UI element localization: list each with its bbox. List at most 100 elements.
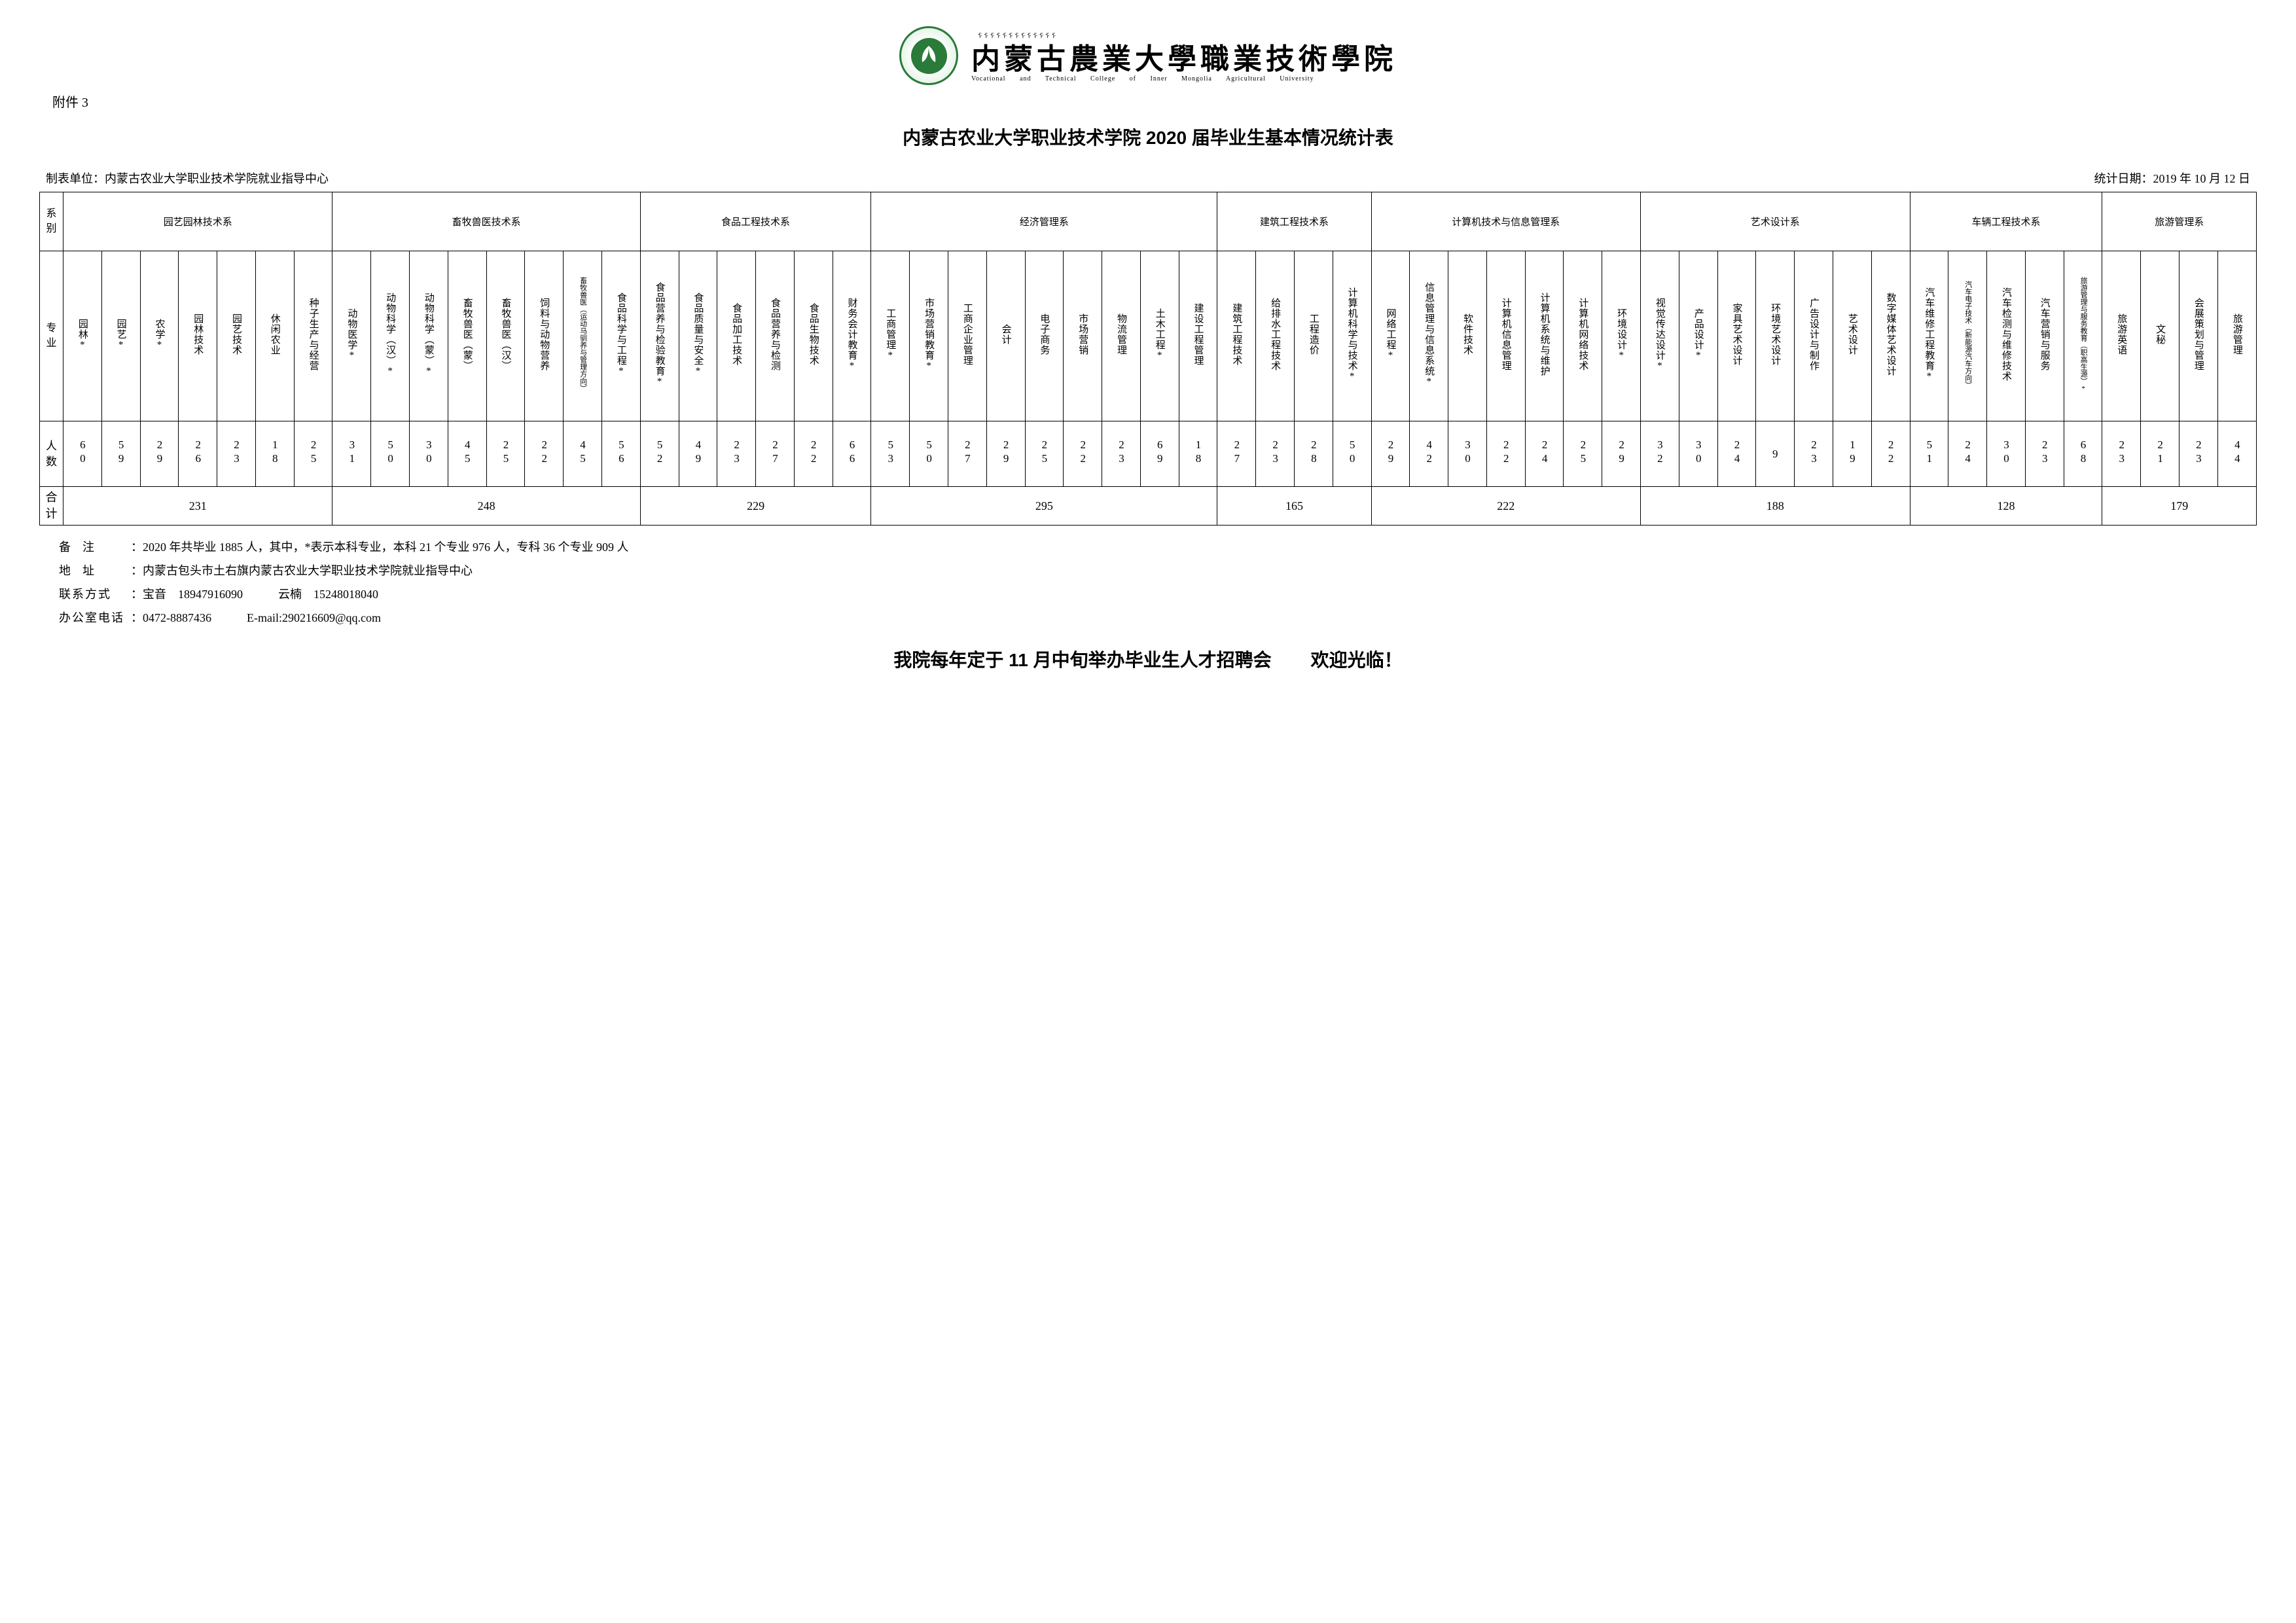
count-cell: 59 <box>101 421 140 487</box>
count-cell: 29 <box>140 421 179 487</box>
count-cell: 68 <box>2064 421 2102 487</box>
major-cell: 产品设计* <box>1679 251 1717 421</box>
count-cell: 27 <box>948 421 986 487</box>
count-cell: 23 <box>2025 421 2064 487</box>
dept-header: 经济管理系 <box>871 192 1217 251</box>
compiled-by: 制表单位：内蒙古农业大学职业技术学院就业指导中心 <box>46 169 329 187</box>
dept-total: 248 <box>332 487 640 526</box>
major-cell: 动物科学（汉）* <box>371 251 410 421</box>
count-cell: 23 <box>217 421 256 487</box>
major-cell: 建筑工程技术 <box>1217 251 1256 421</box>
footnotes: 备注：2020 年共毕业 1885 人，其中，*表示本科专业，本科 21 个专业… <box>59 535 2237 630</box>
major-cell: 家具艺术设计 <box>1717 251 1756 421</box>
count-cell: 27 <box>1217 421 1256 487</box>
meta-row: 制表单位：内蒙古农业大学职业技术学院就业指导中心 统计日期：2019 年 10 … <box>46 169 2250 187</box>
major-cell: 汽车维修工程教育* <box>1910 251 1948 421</box>
major-cell: 市场营销教育* <box>910 251 948 421</box>
count-cell: 22 <box>1486 421 1525 487</box>
count-cell: 23 <box>1256 421 1295 487</box>
college-logo <box>899 26 958 85</box>
major-cell: 旅游英语 <box>2102 251 2141 421</box>
major-cell: 汽车营销与服务 <box>2025 251 2064 421</box>
major-cell: 旅游管理与服务教育（职高生源）* <box>2064 251 2102 421</box>
dept-header: 建筑工程技术系 <box>1217 192 1371 251</box>
count-cell: 24 <box>1717 421 1756 487</box>
count-cell: 23 <box>1795 421 1833 487</box>
document-title: 内蒙古农业大学职业技术学院 2020 届毕业生基本情况统计表 <box>39 124 2257 150</box>
major-cell: 艺术设计 <box>1833 251 1871 421</box>
major-cell: 计算机信息管理 <box>1486 251 1525 421</box>
count-cell: 51 <box>1910 421 1948 487</box>
major-cell: 土木工程* <box>1140 251 1179 421</box>
major-cell: 旅游管理 <box>2217 251 2256 421</box>
row-label-dept: 系别 <box>40 192 63 251</box>
count-cell: 52 <box>640 421 679 487</box>
major-cell: 电子商务 <box>1025 251 1064 421</box>
count-cell: 26 <box>179 421 217 487</box>
dept-total: 231 <box>63 487 332 526</box>
attachment-label: 附件 3 <box>52 92 2257 111</box>
major-cell: 工程造价 <box>1295 251 1333 421</box>
count-cell: 66 <box>833 421 871 487</box>
count-cell: 28 <box>1295 421 1333 487</box>
dept-header: 园艺园林技术系 <box>63 192 332 251</box>
major-cell: 园艺技术 <box>217 251 256 421</box>
count-cell: 22 <box>794 421 833 487</box>
college-name-block: ᠮ ᠮ ᠮ ᠮ ᠮ ᠮ ᠮ ᠮ ᠮ ᠮ ᠮ ᠮ ᠮ 内蒙古農業大學職業技術學院 … <box>971 29 1397 82</box>
count-cell: 24 <box>1948 421 1987 487</box>
count-cell: 53 <box>871 421 910 487</box>
logo-leaf-icon <box>911 38 947 74</box>
major-cell: 计算机系统与维护 <box>1525 251 1564 421</box>
dept-header: 计算机技术与信息管理系 <box>1371 192 1640 251</box>
dept-header: 畜牧兽医技术系 <box>332 192 640 251</box>
college-name-cn: 内蒙古農業大學職業技術學院 <box>971 44 1397 75</box>
dept-total: 128 <box>1910 487 2102 526</box>
row-label-total: 合计 <box>40 487 63 526</box>
major-cell: 给排水工程技术 <box>1256 251 1295 421</box>
major-cell: 休闲农业 <box>255 251 294 421</box>
major-cell: 动物科学（蒙）* <box>410 251 448 421</box>
major-cell: 建设工程管理 <box>1179 251 1217 421</box>
major-cell: 饲料与动物营养 <box>525 251 564 421</box>
major-cell: 市场营销 <box>1064 251 1102 421</box>
dept-total: 222 <box>1371 487 1640 526</box>
footer-announcement: 我院每年定于 11 月中旬举办毕业生人才招聘会欢迎光临！ <box>39 646 2257 672</box>
major-cell: 园艺* <box>101 251 140 421</box>
dept-total: 229 <box>640 487 871 526</box>
major-cell: 食品生物技术 <box>794 251 833 421</box>
major-cell: 食品质量与安全* <box>679 251 717 421</box>
major-cell: 工商企业管理 <box>948 251 986 421</box>
dept-total: 165 <box>1217 487 1371 526</box>
dept-header: 艺术设计系 <box>1641 192 1910 251</box>
count-cell: 29 <box>986 421 1025 487</box>
major-cell: 会展策划与管理 <box>2179 251 2217 421</box>
count-cell: 22 <box>1064 421 1102 487</box>
count-cell: 25 <box>486 421 525 487</box>
count-cell: 23 <box>2179 421 2217 487</box>
count-cell: 22 <box>1871 421 1910 487</box>
stat-date: 统计日期：2019 年 10 月 12 日 <box>2094 169 2251 187</box>
count-cell: 25 <box>294 421 332 487</box>
count-cell: 24 <box>1525 421 1564 487</box>
count-cell: 25 <box>1564 421 1602 487</box>
count-cell: 30 <box>1987 421 2026 487</box>
count-cell: 50 <box>910 421 948 487</box>
count-cell: 18 <box>1179 421 1217 487</box>
major-cell: 农学* <box>140 251 179 421</box>
major-cell: 会计 <box>986 251 1025 421</box>
dept-total: 188 <box>1641 487 1910 526</box>
count-cell: 32 <box>1641 421 1679 487</box>
major-cell: 计算机科学与技术* <box>1333 251 1371 421</box>
count-cell: 21 <box>2141 421 2179 487</box>
contact-line: 联系方式：宝音 18947916090 云楠 15248018040 <box>59 582 2237 606</box>
major-cell: 环境艺术设计 <box>1756 251 1795 421</box>
major-cell: 种子生产与经营 <box>294 251 332 421</box>
college-name-en: Vocational and Technical College of Inne… <box>971 75 1397 82</box>
row-label-major: 专业 <box>40 251 63 421</box>
major-cell: 汽车检测与维修技术 <box>1987 251 2026 421</box>
count-cell: 23 <box>2102 421 2141 487</box>
count-cell: 29 <box>1602 421 1641 487</box>
count-cell: 30 <box>1679 421 1717 487</box>
count-cell: 42 <box>1410 421 1448 487</box>
major-cell: 动物医学* <box>332 251 371 421</box>
